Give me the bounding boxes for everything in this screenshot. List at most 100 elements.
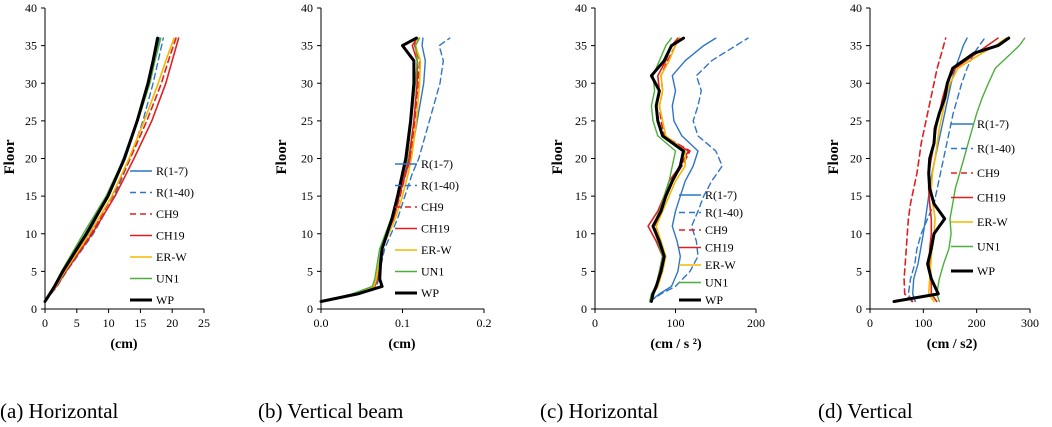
x-tick-label: 25 bbox=[198, 316, 210, 330]
series-line-wp bbox=[649, 36, 685, 303]
y-tick-label: 0 bbox=[856, 302, 862, 316]
series-line-wp bbox=[319, 36, 418, 303]
series-line-er-w bbox=[650, 37, 687, 303]
y-tick-label: 40 bbox=[25, 1, 37, 15]
legend-label: CH19 bbox=[156, 229, 185, 243]
caption-c: (c) Horizontal bbox=[540, 399, 659, 423]
x-tick-label: 10 bbox=[103, 316, 115, 330]
y-tick-label: 5 bbox=[307, 264, 313, 278]
legend-label: CH9 bbox=[156, 207, 179, 221]
y-tick-label: 5 bbox=[31, 264, 37, 278]
x-tick-label: 5 bbox=[74, 316, 80, 330]
legend-label: CH19 bbox=[705, 241, 734, 255]
y-tick-label: 10 bbox=[575, 227, 587, 241]
panel-a-xlabel: (cm) bbox=[110, 337, 138, 352]
series-line-ch9 bbox=[44, 37, 177, 303]
caption-b: (b) Vertical beam bbox=[258, 399, 403, 423]
y-tick-label: 10 bbox=[25, 227, 37, 241]
legend-label: R(1-40) bbox=[705, 206, 743, 220]
y-tick-label: 40 bbox=[850, 1, 862, 15]
x-tick-label: 0.2 bbox=[477, 316, 492, 330]
y-tick-label: 25 bbox=[575, 114, 587, 128]
y-tick-label: 10 bbox=[301, 227, 313, 241]
series-line-un1 bbox=[44, 37, 162, 303]
y-tick-label: 35 bbox=[25, 39, 37, 53]
legend-label: UN1 bbox=[156, 272, 179, 286]
series-line-r-1-40 bbox=[907, 37, 986, 303]
y-tick-label: 35 bbox=[575, 39, 587, 53]
y-tick-label: 15 bbox=[575, 189, 587, 203]
x-tick-label: 15 bbox=[134, 316, 146, 330]
legend-label: UN1 bbox=[421, 265, 444, 279]
legend-label: R(1-40) bbox=[421, 179, 459, 193]
x-tick-label: 0 bbox=[42, 316, 48, 330]
legend-label: UN1 bbox=[977, 240, 1000, 254]
legend-label: ER-W bbox=[977, 215, 1008, 229]
y-tick-label: 30 bbox=[25, 76, 37, 90]
panel-c-plot: 0 5 10 15 20 25 30 35 40 0 100 200 R(1-7) R(1-40) CH9 C… bbox=[575, 1, 765, 330]
caption-a: (a) Horizontal bbox=[0, 399, 119, 423]
legend-label: R(1-7) bbox=[977, 117, 1009, 131]
panel-d: Floor (cm / s2) 0 5 10 15 20 25 30 35 40 0 100 200 3… bbox=[818, 1, 1039, 423]
series-line-r-1-40 bbox=[649, 37, 749, 303]
legend-label: WP bbox=[156, 293, 174, 307]
y-tick-label: 20 bbox=[301, 152, 313, 166]
x-tick-label: 100 bbox=[914, 316, 932, 330]
series-line-ch9 bbox=[650, 37, 691, 303]
panel-c-ylabel: Floor bbox=[550, 139, 566, 174]
y-tick-label: 25 bbox=[25, 114, 37, 128]
y-tick-label: 35 bbox=[850, 39, 862, 53]
y-tick-label: 15 bbox=[25, 189, 37, 203]
legend-label: ER-W bbox=[421, 243, 452, 257]
series-line-wp bbox=[43, 36, 160, 303]
y-tick-label: 5 bbox=[856, 264, 862, 278]
x-tick-label: 200 bbox=[968, 316, 986, 330]
x-tick-label: 20 bbox=[166, 316, 178, 330]
series-line-ch19 bbox=[44, 37, 180, 303]
y-tick-label: 30 bbox=[301, 76, 313, 90]
legend-label: R(1-7) bbox=[156, 164, 188, 178]
y-tick-label: 0 bbox=[31, 302, 37, 316]
y-tick-label: 10 bbox=[850, 227, 862, 241]
series-line-r-1-7 bbox=[44, 37, 161, 303]
legend-label: CH19 bbox=[421, 222, 450, 236]
panel-c-xlabel: (cm / s ²) bbox=[650, 337, 702, 352]
y-tick-label: 15 bbox=[850, 189, 862, 203]
x-tick-label: 0 bbox=[592, 316, 598, 330]
panel-d-xlabel: (cm / s2) bbox=[927, 337, 978, 352]
panel-c: Floor (cm / s ²) 0 5 10 15 20 25 30 35 40 0 100 200… bbox=[540, 1, 765, 423]
x-tick-label: 300 bbox=[1021, 316, 1039, 330]
legend-label: R(1-7) bbox=[421, 157, 453, 171]
x-tick-label: 0 bbox=[867, 316, 873, 330]
legend-label: R(1-40) bbox=[156, 186, 194, 200]
legend-label: R(1-7) bbox=[705, 188, 737, 202]
legend-label: WP bbox=[977, 264, 995, 278]
series-line-wp bbox=[892, 36, 1011, 303]
series-line-r-1-40 bbox=[44, 37, 165, 303]
y-tick-label: 0 bbox=[307, 302, 313, 316]
legend-label: CH19 bbox=[977, 191, 1006, 205]
x-tick-label: 200 bbox=[747, 316, 765, 330]
y-tick-label: 40 bbox=[575, 1, 587, 15]
caption-d: (d) Vertical bbox=[818, 399, 913, 423]
y-tick-label: 35 bbox=[301, 39, 313, 53]
y-tick-label: 20 bbox=[25, 152, 37, 166]
y-tick-label: 5 bbox=[581, 264, 587, 278]
legend-label: CH9 bbox=[977, 166, 1000, 180]
series-line-er-w bbox=[927, 37, 1007, 303]
panel-b: Floor (cm) 0 5 10 15 20 25 30 35 40 0.0 0.1 0.2 R(1-… bbox=[258, 1, 492, 423]
y-tick-label: 30 bbox=[850, 76, 862, 90]
panel-b-plot: 0 5 10 15 20 25 30 35 40 0.0 0.1 0.2 R(1-7) R(1-40) CH… bbox=[301, 1, 492, 330]
series-line-r-1-7 bbox=[649, 37, 717, 303]
y-tick-label: 25 bbox=[301, 114, 313, 128]
legend-label: ER-W bbox=[705, 258, 736, 272]
legend-label: WP bbox=[705, 293, 723, 307]
x-tick-label: 100 bbox=[667, 316, 685, 330]
legend-label: WP bbox=[421, 286, 439, 300]
y-tick-label: 0 bbox=[581, 302, 587, 316]
y-tick-label: 25 bbox=[850, 114, 862, 128]
panel-a: Floor (cm) 0 5 10 15 20 25 30 35 40 0 5 10 15 20 25 R(1… bbox=[0, 1, 210, 423]
legend-label: CH9 bbox=[421, 200, 444, 214]
legend-label: CH9 bbox=[705, 223, 728, 237]
